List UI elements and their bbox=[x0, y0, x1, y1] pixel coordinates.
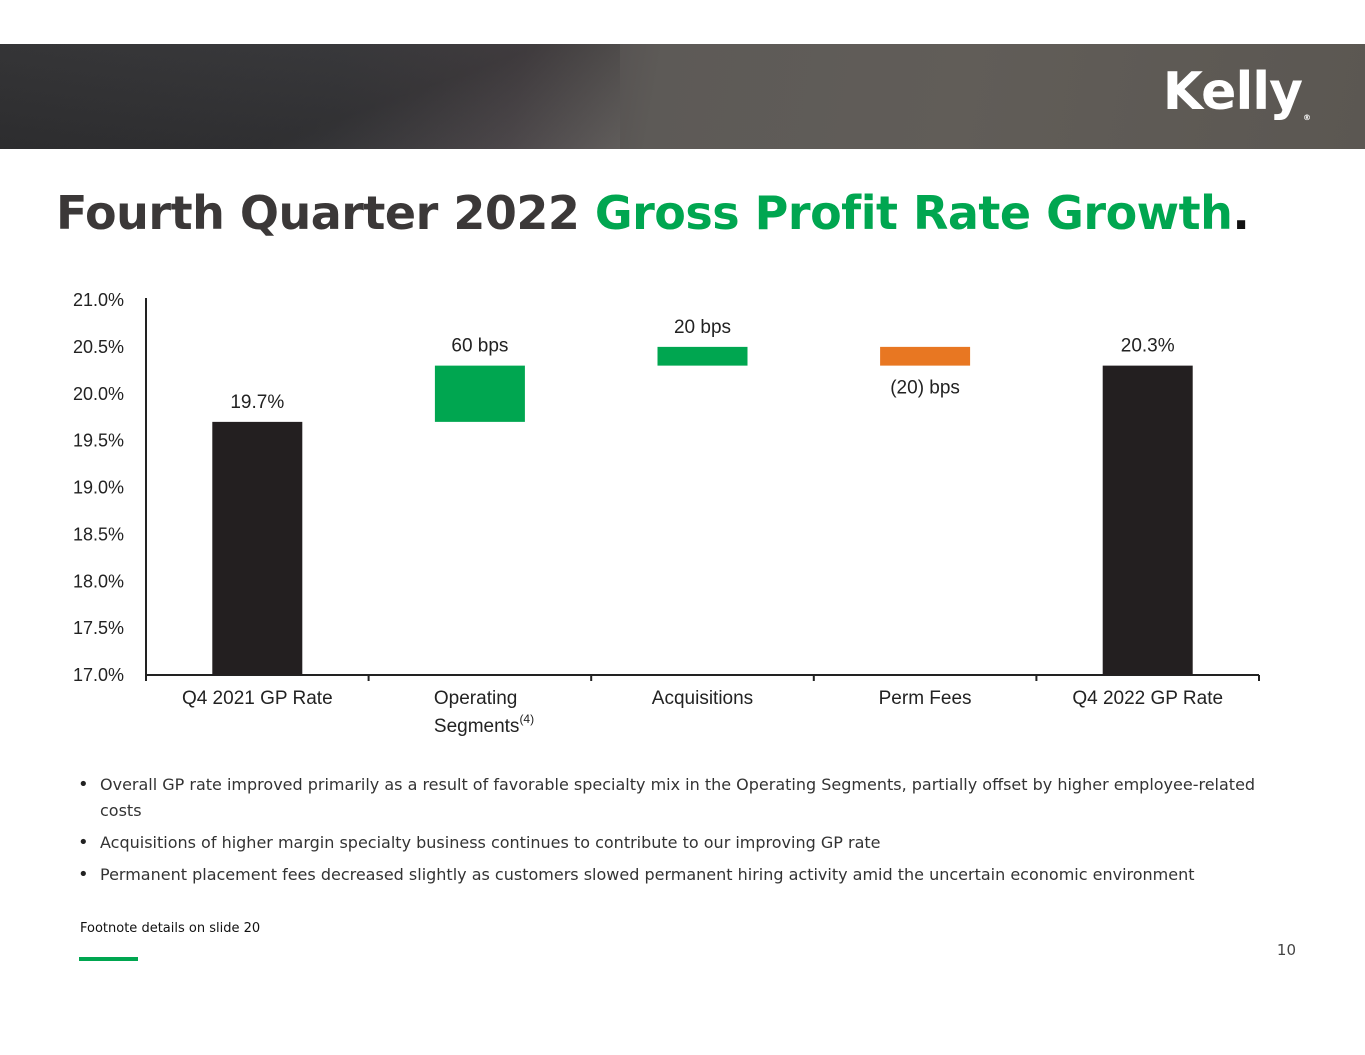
y-tick-label: 21.0% bbox=[73, 290, 124, 310]
gp-rate-waterfall-chart: 17.0% 17.5% 18.0% 18.5% 19.0% 19.5% 20.0% 20.5%… bbox=[73, 290, 1260, 737]
footnote: Footnote details on slide 20 bbox=[80, 921, 261, 936]
data-label: 19.7% bbox=[230, 392, 284, 413]
data-label: 20 bps bbox=[674, 317, 731, 338]
y-tick-label: 18.5% bbox=[73, 524, 124, 544]
title-accent: Gross Profit Rate Growth bbox=[594, 186, 1233, 240]
bullet-list: Overall GP rate improved primarily as a … bbox=[78, 772, 1293, 894]
title-end: . bbox=[1232, 186, 1250, 240]
bullet-item: Permanent placement fees decreased sligh… bbox=[78, 862, 1293, 888]
x-category-label: Operating bbox=[434, 688, 517, 709]
banner-shading bbox=[0, 44, 620, 149]
data-label: 60 bps bbox=[451, 336, 508, 357]
bar-increase bbox=[657, 346, 748, 366]
y-tick-label: 17.0% bbox=[73, 665, 124, 685]
x-category-label: Q4 2021 GP Rate bbox=[182, 688, 333, 709]
data-label: 20.3% bbox=[1121, 336, 1175, 357]
y-tick-label: 18.0% bbox=[73, 571, 124, 591]
bar-total bbox=[212, 421, 303, 675]
y-tick-label: 20.5% bbox=[73, 337, 124, 357]
x-category-label: Perm Fees bbox=[879, 688, 972, 709]
header-banner: Kelly® bbox=[0, 44, 1365, 149]
footer-accent-rule bbox=[79, 957, 138, 961]
x-category-label: Acquisitions bbox=[652, 688, 753, 709]
bullet-item: Overall GP rate improved primarily as a … bbox=[78, 772, 1293, 824]
x-category-label: Segments(4) bbox=[434, 712, 534, 737]
slide-title: Fourth Quarter 2022 Gross Profit Rate Gr… bbox=[56, 186, 1250, 240]
page-number: 10 bbox=[1276, 941, 1296, 959]
kelly-logo-text: Kelly bbox=[1162, 62, 1303, 122]
registered-mark: ® bbox=[1303, 113, 1311, 122]
y-tick-label: 19.0% bbox=[73, 478, 124, 498]
data-label: (20) bps bbox=[890, 378, 960, 399]
y-tick-label: 19.5% bbox=[73, 431, 124, 451]
bar-decrease bbox=[880, 346, 971, 366]
y-tick-label: 20.0% bbox=[73, 384, 124, 404]
bar-total bbox=[1102, 365, 1193, 675]
title-main: Fourth Quarter 2022 bbox=[56, 186, 595, 240]
bullet-item: Acquisitions of higher margin specialty … bbox=[78, 830, 1293, 856]
x-category-label: Q4 2022 GP Rate bbox=[1072, 688, 1223, 709]
bar-increase bbox=[434, 365, 525, 422]
category-superscript: (4) bbox=[519, 712, 534, 726]
kelly-logo: Kelly® bbox=[1162, 62, 1311, 122]
y-tick-label: 17.5% bbox=[73, 618, 124, 638]
